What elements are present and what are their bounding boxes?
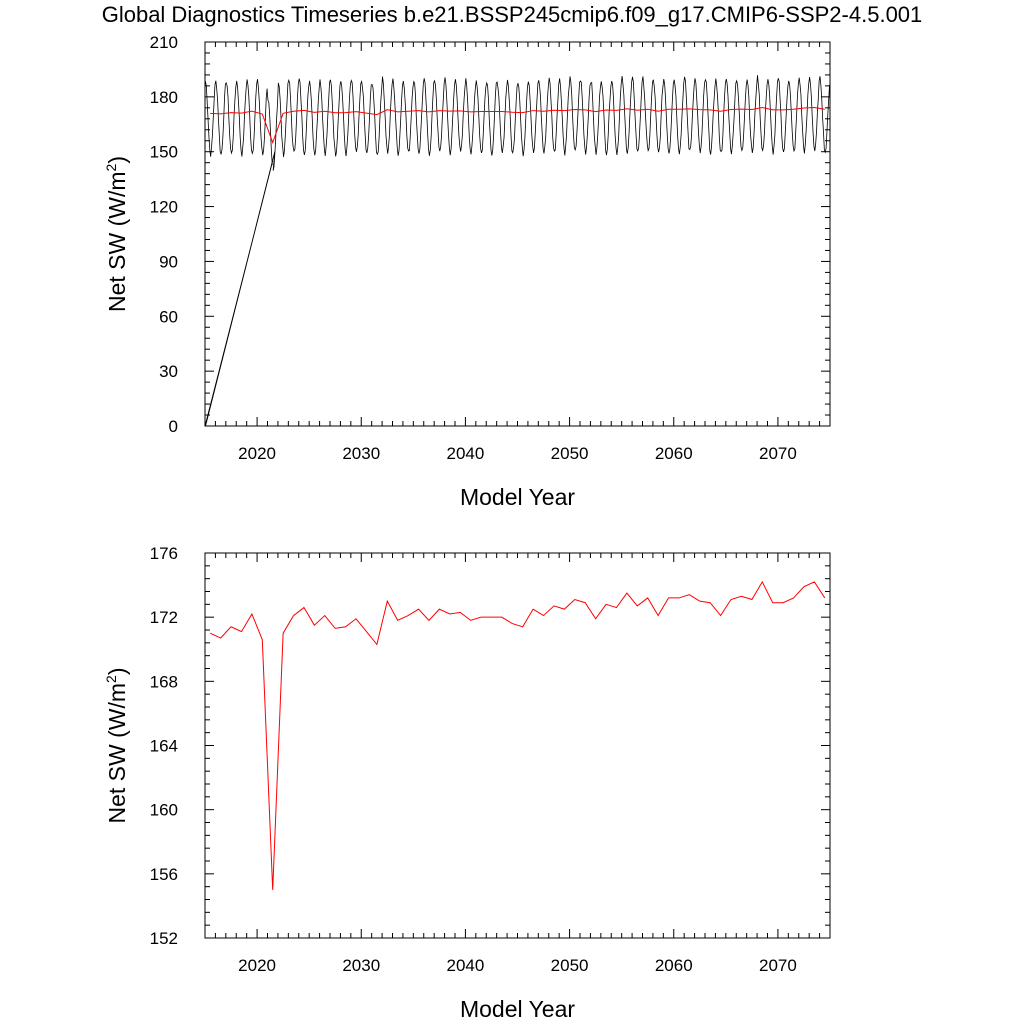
x-tick-label: 2020 [238, 444, 276, 463]
x-tick-label: 2050 [551, 444, 589, 463]
monthly-series-line [204, 75, 830, 427]
plot-frame [204, 41, 831, 427]
y-tick-label: 180 [150, 88, 178, 107]
x-tick-label: 2040 [447, 444, 485, 463]
x-axis-title: Model Year [460, 996, 575, 1022]
y-tick-label: 172 [150, 608, 178, 627]
plot-2: 2020 2030 2040 2050 2060 2070 152 156 160 164 168 1… [103, 544, 831, 1022]
y-tick-label: 152 [150, 929, 178, 948]
annual-mean-line [210, 106, 825, 145]
y-tick-label: 150 [150, 143, 178, 162]
x-tick-label: 2050 [551, 956, 589, 975]
y-tick-label: 210 [150, 33, 178, 52]
y-tick-label: 160 [150, 801, 178, 820]
annual-mean-line [209, 580, 826, 890]
y-axis-title: Net SW (W/m2) [103, 667, 130, 823]
y-tick-label: 120 [150, 198, 178, 217]
plot-1: 2020 2030 2040 2050 2060 2070 0 30 60 90 120 150 180… [103, 33, 831, 510]
x-axis-title: Model Year [460, 484, 575, 510]
x-tick-label: 2070 [759, 444, 797, 463]
monthly-series-line-early [205, 79, 273, 166]
x-tick-label: 2020 [238, 956, 276, 975]
x-tick-label: 2060 [655, 956, 693, 975]
y-tick-label: 168 [150, 672, 178, 691]
y-tick-label: 164 [150, 737, 178, 756]
plot-frame [204, 552, 831, 939]
x-tick-label: 2070 [759, 956, 797, 975]
x-tick-label: 2060 [655, 444, 693, 463]
y-tick-label: 90 [159, 252, 178, 271]
x-tick-label: 2040 [447, 956, 485, 975]
y-tick-label: 0 [169, 417, 178, 436]
y-axis-title: Net SW (W/m2) [103, 156, 130, 312]
y-tick-label: 176 [150, 544, 178, 563]
chart-title: Global Diagnostics Timeseries b.e21.BSSP… [101, 2, 923, 27]
x-tick-label: 2030 [342, 956, 380, 975]
y-tick-label: 30 [159, 362, 178, 381]
x-tick-label: 2030 [342, 444, 380, 463]
y-tick-label: 60 [159, 307, 178, 326]
y-tick-label: 156 [150, 865, 178, 884]
